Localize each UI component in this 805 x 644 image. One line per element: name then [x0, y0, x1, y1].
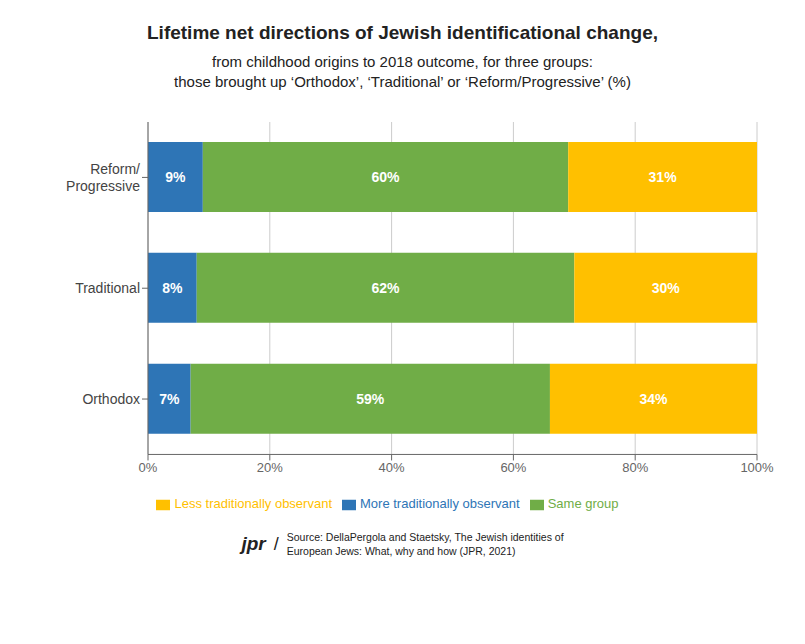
- html-text:jpr / Source: DellaPergola and: jpr / Source: DellaPergola and Staetsky,…: [241, 531, 564, 554]
- svg-text:31%: 31%: [649, 169, 678, 185]
- svg-text:60%: 60%: [371, 169, 400, 185]
- svg-text:60%: 60%: [500, 460, 526, 475]
- html-text:Same group: Same group: [547, 496, 619, 512]
- html-text:Less traditionally observant: Less traditionally observant: [174, 496, 332, 512]
- svg-text:80%: 80%: [622, 460, 648, 475]
- svg-text:30%: 30%: [652, 280, 681, 296]
- svg-text:8%: 8%: [162, 280, 183, 296]
- html-text:More traditionally observant: More traditionally observant: [360, 496, 520, 512]
- svg-text:40%: 40%: [379, 460, 405, 475]
- svg-text:20%: 20%: [257, 460, 283, 475]
- svg-text:62%: 62%: [371, 280, 400, 296]
- svg-text:34%: 34%: [639, 391, 668, 407]
- svg-text:59%: 59%: [356, 391, 385, 407]
- svg-text:Traditional: Traditional: [75, 280, 140, 296]
- html-text:European Jews: What, why and h: European Jews: What, why and how (JPR, 2…: [286, 545, 516, 557]
- svg-text:Orthodox: Orthodox: [82, 391, 140, 407]
- svg-text:0%: 0%: [139, 460, 158, 475]
- html-text:from childhood origins to 2018: from childhood origins to 2018 outcome, …: [212, 53, 593, 70]
- svg-text:Reform/Progressive: Reform/Progressive: [66, 161, 140, 194]
- svg-text:7%: 7%: [159, 391, 180, 407]
- html-text:those brought up ‘Orthodox’, ‘: those brought up ‘Orthodox’, ‘Traditiona…: [174, 73, 631, 90]
- svg-text:100%: 100%: [740, 460, 774, 475]
- html-text:Lifetime net directions of Jew: Lifetime net directions of Jewish identi…: [147, 22, 658, 43]
- svg-text:9%: 9%: [165, 169, 186, 185]
